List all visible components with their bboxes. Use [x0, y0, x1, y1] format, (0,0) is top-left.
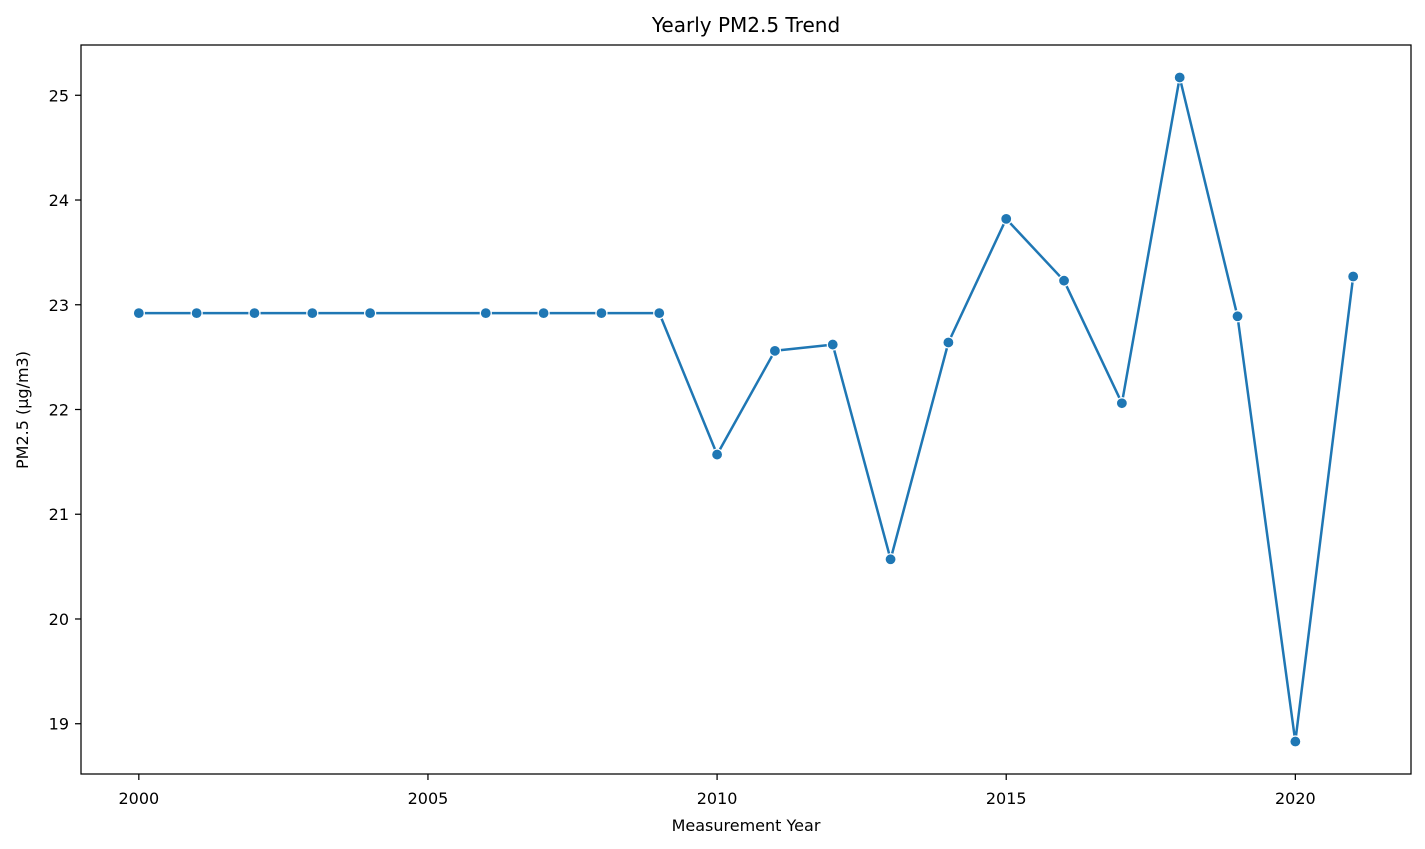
x-tick-label: 2010 — [697, 789, 738, 808]
data-point — [1231, 310, 1244, 323]
data-point — [306, 307, 319, 320]
y-tick-label: 20 — [49, 610, 69, 629]
data-point — [1173, 71, 1186, 84]
data-point — [1289, 735, 1302, 748]
y-tick-label: 24 — [49, 191, 69, 210]
data-point — [1115, 397, 1128, 410]
plot-frame — [80, 44, 1412, 775]
y-tick-label: 21 — [49, 505, 69, 524]
data-point — [248, 307, 261, 320]
data-point — [768, 344, 782, 357]
data-point — [132, 307, 145, 320]
x-tick-label: 2005 — [408, 789, 449, 808]
data-point — [364, 307, 377, 320]
y-tick-label: 25 — [49, 86, 69, 105]
y-tick-label: 22 — [49, 401, 69, 420]
data-point — [1000, 212, 1013, 225]
ticks-layer: 2000 2005 2010 2015 2020 19 20 21 22 23 24 25 — [49, 86, 1316, 808]
data-point — [1347, 270, 1360, 283]
y-tick-label: 19 — [49, 715, 69, 734]
series-layer — [132, 71, 1360, 748]
y-tick-label: 23 — [49, 296, 69, 315]
x-tick-label: 2000 — [118, 789, 159, 808]
data-point — [942, 336, 955, 349]
data-point — [1057, 274, 1071, 287]
y-axis-label: PM2.5 (µg/m3) — [13, 351, 32, 469]
data-point — [653, 307, 666, 320]
data-point — [710, 448, 724, 461]
data-point — [537, 307, 550, 320]
data-point — [479, 307, 492, 320]
data-point — [826, 338, 839, 351]
series-line — [138, 76, 1355, 743]
x-tick-label: 2020 — [1275, 789, 1316, 808]
data-point — [190, 307, 203, 320]
data-point — [884, 553, 897, 566]
data-point — [595, 307, 608, 320]
x-axis-label: Measurement Year — [672, 816, 821, 835]
chart-title: Yearly PM2.5 Trend — [651, 13, 840, 37]
x-tick-label: 2015 — [986, 789, 1027, 808]
